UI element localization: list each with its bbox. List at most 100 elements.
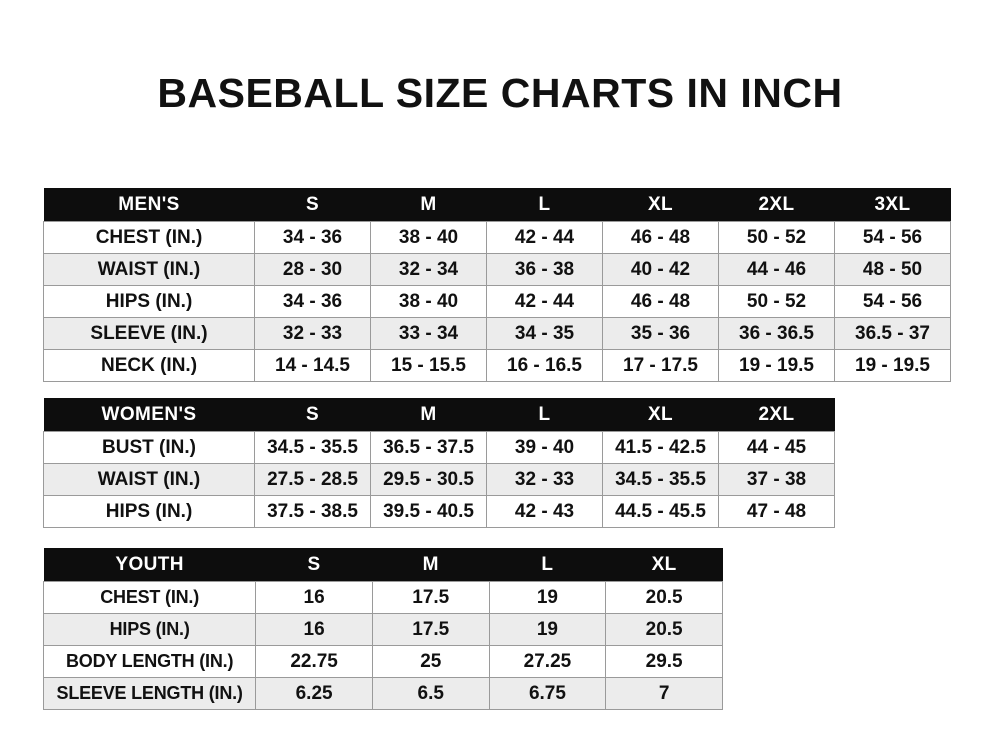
measurement-cell: 32 - 33 [254, 317, 371, 350]
table-row: HIPS (IN.) 34 - 36 38 - 40 42 - 44 46 - 48 50… [43, 285, 951, 318]
measurement-cell: 16 - 16.5 [486, 349, 603, 382]
measurement-cell: 50 - 52 [718, 221, 835, 254]
measurement-cell: 16 [255, 613, 373, 646]
measurement-cell: 15 - 15.5 [370, 349, 487, 382]
measurement-cell: 20.5 [605, 613, 723, 646]
row-label: BUST (IN.) [43, 431, 255, 464]
measurement-cell: 46 - 48 [602, 285, 719, 318]
column-header-xl: XL [605, 548, 723, 582]
measurement-cell: 25 [371, 645, 490, 678]
measurement-cell: 50 - 52 [718, 285, 835, 318]
mens-size-table: MEN'S S M L XL 2XL 3XL CHEST (IN.) 34 - 36 38 - 4… [43, 188, 951, 382]
measurement-cell: 14 - 14.5 [254, 349, 371, 382]
column-header-l: L [489, 548, 606, 582]
measurement-cell: 19 [488, 613, 607, 646]
table-header-row: WOMEN'S S M L XL 2XL [43, 398, 835, 432]
measurement-cell: 19 - 19.5 [718, 349, 835, 382]
measurement-cell: 27.5 - 28.5 [254, 463, 371, 496]
measurement-cell: 32 - 34 [370, 253, 487, 286]
measurement-cell: 42 - 43 [486, 495, 603, 528]
table-row: CHEST (IN.) 34 - 36 38 - 40 42 - 44 46 - 48 5… [43, 221, 951, 254]
measurement-cell: 34 - 36 [254, 285, 371, 318]
table-row: SLEEVE LENGTH (IN.) 6.25 6.5 6.75 7 [42, 677, 723, 710]
column-header-2xl: 2XL [718, 188, 835, 222]
measurement-cell: 19 - 19.5 [834, 349, 951, 382]
measurement-cell: 48 - 50 [834, 253, 951, 286]
column-header-s: S [255, 548, 373, 582]
measurement-cell: 27.25 [488, 645, 607, 678]
measurement-cell: 36.5 - 37.5 [370, 431, 487, 464]
row-label: NECK (IN.) [43, 349, 255, 382]
measurement-cell: 32 - 33 [486, 463, 603, 496]
column-header-3xl: 3XL [834, 188, 951, 222]
row-label: HIPS (IN.) [43, 285, 255, 318]
measurement-cell: 39 - 40 [486, 431, 603, 464]
table-header-row: YOUTH S M L XL [43, 548, 723, 582]
measurement-cell: 41.5 - 42.5 [602, 431, 719, 464]
table-header-label: WOMEN'S [43, 398, 255, 432]
measurement-cell: 22.75 [255, 645, 373, 678]
table-row: WAIST (IN.) 27.5 - 28.5 29.5 - 30.5 32 - 33… [43, 463, 835, 496]
measurement-cell: 16 [255, 581, 373, 614]
column-header-l: L [486, 398, 603, 432]
column-header-l: L [486, 188, 603, 222]
table-row: HIPS (IN.) 37.5 - 38.5 39.5 - 40.5 42 - 43 4… [43, 495, 835, 528]
column-header-m: M [370, 398, 487, 432]
measurement-cell: 7 [605, 677, 723, 710]
column-header-s: S [254, 398, 371, 432]
womens-size-table: WOMEN'S S M L XL 2XL BUST (IN.) 34.5 - 35.5 36.5… [43, 398, 835, 528]
table-header-row: MEN'S S M L XL 2XL 3XL [43, 188, 951, 222]
measurement-cell: 34.5 - 35.5 [602, 463, 719, 496]
measurement-cell: 40 - 42 [602, 253, 719, 286]
column-header-s: S [254, 188, 371, 222]
measurement-cell: 6.5 [371, 677, 490, 710]
table-row: NECK (IN.) 14 - 14.5 15 - 15.5 16 - 16.5 17 … [43, 349, 951, 382]
measurement-cell: 38 - 40 [370, 221, 487, 254]
measurement-cell: 28 - 30 [254, 253, 371, 286]
column-header-xl: XL [602, 398, 719, 432]
column-header-2xl: 2XL [718, 398, 835, 432]
measurement-cell: 33 - 34 [370, 317, 487, 350]
measurement-cell: 46 - 48 [602, 221, 719, 254]
column-header-m: M [370, 188, 487, 222]
measurement-cell: 34 - 35 [486, 317, 603, 350]
measurement-cell: 37 - 38 [718, 463, 835, 496]
measurement-cell: 19 [488, 581, 607, 614]
table-row: HIPS (IN.) 16 17.5 19 20.5 [42, 613, 723, 646]
measurement-cell: 29.5 - 30.5 [370, 463, 487, 496]
column-header-m: M [372, 548, 490, 582]
measurement-cell: 37.5 - 38.5 [254, 495, 371, 528]
table-row: BODY LENGTH (IN.) 22.75 25 27.25 29.5 [42, 645, 723, 678]
measurement-cell: 36 - 38 [486, 253, 603, 286]
measurement-cell: 17.5 [371, 581, 490, 614]
measurement-cell: 38 - 40 [370, 285, 487, 318]
row-label: WAIST (IN.) [43, 253, 255, 286]
column-header-xl: XL [602, 188, 719, 222]
table-row: CHEST (IN.) 16 17.5 19 20.5 [42, 581, 723, 614]
page-title: BASEBALL SIZE CHARTS IN INCH [157, 70, 843, 116]
measurement-cell: 17.5 [371, 613, 490, 646]
measurement-cell: 54 - 56 [834, 221, 951, 254]
measurement-cell: 6.25 [255, 677, 373, 710]
measurement-cell: 42 - 44 [486, 285, 603, 318]
row-label: HIPS (IN.) [43, 495, 255, 528]
measurement-cell: 35 - 36 [602, 317, 719, 350]
measurement-cell: 20.5 [605, 581, 723, 614]
measurement-cell: 34.5 - 35.5 [254, 431, 371, 464]
row-label: BODY LENGTH (IN.) [42, 645, 257, 678]
measurement-cell: 17 - 17.5 [602, 349, 719, 382]
row-label: WAIST (IN.) [43, 463, 255, 496]
row-label: HIPS (IN.) [42, 613, 257, 646]
measurement-cell: 39.5 - 40.5 [370, 495, 487, 528]
measurement-cell: 36.5 - 37 [834, 317, 951, 350]
table-header-label: YOUTH [43, 548, 256, 582]
measurement-cell: 42 - 44 [486, 221, 603, 254]
table-row: WAIST (IN.) 28 - 30 32 - 34 36 - 38 40 - 42 4… [43, 253, 951, 286]
measurement-cell: 47 - 48 [718, 495, 835, 528]
measurement-cell: 54 - 56 [834, 285, 951, 318]
table-row: SLEEVE (IN.) 32 - 33 33 - 34 34 - 35 35 - 36… [43, 317, 951, 350]
row-label: SLEEVE LENGTH (IN.) [42, 677, 257, 710]
measurement-cell: 44.5 - 45.5 [602, 495, 719, 528]
measurement-cell: 29.5 [605, 645, 723, 678]
